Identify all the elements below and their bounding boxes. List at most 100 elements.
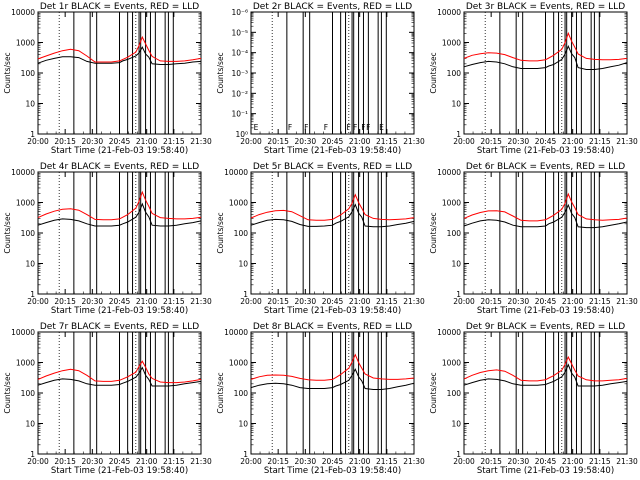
x-tick-label: 20:30 [295, 137, 317, 146]
panel-9: Det 9r BLACK = Events, RED = LLD Counts/s… [429, 322, 638, 476]
y-tick-label: 10⁻² [231, 89, 248, 98]
x-tick-label: 21:15 [163, 137, 185, 146]
y-tick-label: 100 [21, 229, 36, 238]
y-tick-label: 10⁰ [235, 130, 248, 139]
panel-title: Det 4r BLACK = Events, RED = LLD [40, 162, 199, 172]
y-axis-label: Counts/sec [216, 212, 225, 253]
flag-label: F [324, 123, 328, 132]
panel-title: Det 3r BLACK = Events, RED = LLD [466, 2, 625, 12]
x-tick-label: 20:00 [240, 297, 262, 306]
y-axis-label: Counts/sec [3, 52, 12, 93]
y-tick-label: 100 [21, 69, 36, 78]
events-series-line [37, 366, 202, 387]
y-tick-label: 100 [447, 229, 462, 238]
y-tick-label: 10000 [224, 328, 248, 337]
panel-title: Det 9r BLACK = Events, RED = LLD [466, 322, 625, 332]
y-tick-label: 10⁻⁶ [231, 8, 248, 17]
y-axis-label: Counts/sec [216, 372, 225, 413]
y-tick-label: 10⁻³ [231, 69, 248, 78]
flag-label: F [353, 123, 357, 132]
y-axis-label: Counts/sec [429, 372, 438, 413]
x-tick-label: 21:30 [190, 297, 212, 306]
x-tick-label: 21:15 [589, 457, 611, 466]
x-tick-label: 20:00 [453, 457, 475, 466]
y-tick-label: 100 [447, 69, 462, 78]
y-tick-label: 1000 [442, 199, 461, 208]
events-series-line [37, 46, 202, 65]
flag-label: E [379, 123, 384, 132]
panel-7: Det 7r BLACK = Events, RED = LLD Counts/s… [3, 322, 212, 476]
y-tick-label: 10 [451, 100, 461, 109]
panel-title: Det 1r BLACK = Events, RED = LLD [40, 2, 199, 12]
flag-label: F [361, 123, 365, 132]
y-tick-label: 10 [238, 260, 248, 269]
x-axis-label: Start Time (21-Feb-03 19:58:40) [264, 466, 401, 476]
y-tick-label: 10 [451, 420, 461, 429]
x-tick-label: 20:45 [109, 137, 131, 146]
y-tick-label: 10⁻⁴ [231, 49, 248, 58]
x-tick-label: 20:30 [508, 297, 530, 306]
x-tick-label: 20:45 [322, 137, 344, 146]
x-tick-label: 21:30 [403, 297, 425, 306]
x-tick-label: 20:45 [535, 137, 557, 146]
x-tick-label: 21:30 [616, 137, 638, 146]
x-axis-label: Start Time (21-Feb-03 19:58:40) [477, 466, 614, 476]
x-tick-label: 20:15 [54, 457, 76, 466]
x-tick-label: 21:15 [589, 297, 611, 306]
x-tick-label: 20:15 [267, 297, 289, 306]
x-tick-label: 21:30 [190, 457, 212, 466]
events-series-line [463, 203, 628, 229]
y-tick-label: 1 [456, 450, 461, 459]
y-tick-label: 1 [243, 450, 248, 459]
y-tick-label: 100 [447, 389, 462, 398]
lld-series-line [250, 193, 415, 221]
x-tick-label: 21:15 [589, 137, 611, 146]
y-tick-label: 1000 [442, 39, 461, 48]
y-tick-label: 10 [238, 420, 248, 429]
x-tick-label: 20:45 [535, 297, 557, 306]
y-tick-label: 100 [234, 389, 249, 398]
x-tick-label: 20:45 [535, 457, 557, 466]
x-tick-label: 20:00 [27, 457, 49, 466]
x-tick-label: 20:00 [453, 297, 475, 306]
x-tick-label: 20:00 [240, 457, 262, 466]
panel-title: Det 6r BLACK = Events, RED = LLD [466, 162, 625, 172]
lld-series-line [463, 355, 628, 382]
x-tick-label: 21:30 [403, 137, 425, 146]
x-tick-label: 21:30 [616, 297, 638, 306]
events-series-line [250, 368, 415, 390]
panel-title: Det 8r BLACK = Events, RED = LLD [253, 322, 412, 332]
x-tick-label: 20:30 [508, 457, 530, 466]
y-tick-label: 10 [25, 260, 35, 269]
events-series-line [463, 45, 628, 70]
x-tick-label: 21:00 [136, 457, 158, 466]
x-tick-label: 21:15 [163, 457, 185, 466]
y-tick-label: 1000 [229, 359, 248, 368]
panel-title: Det 2r BLACK = Events, RED = LLD [253, 2, 412, 12]
events-series-line [250, 203, 415, 228]
x-tick-label: 21:30 [403, 457, 425, 466]
events-series-line [463, 363, 628, 387]
y-tick-label: 1 [243, 290, 248, 299]
x-tick-label: 21:00 [562, 137, 584, 146]
x-tick-label: 20:00 [240, 137, 262, 146]
y-tick-label: 10 [25, 420, 35, 429]
flag-label: E [254, 123, 259, 132]
x-tick-label: 20:15 [267, 457, 289, 466]
y-tick-label: 100 [234, 229, 249, 238]
panel-8: Det 8r BLACK = Events, RED = LLD Counts/s… [216, 322, 425, 476]
y-tick-label: 10 [451, 260, 461, 269]
x-tick-label: 20:00 [453, 137, 475, 146]
x-tick-label: 20:15 [480, 297, 502, 306]
x-axis-label: Start Time (21-Feb-03 19:58:40) [51, 306, 188, 316]
x-tick-label: 21:00 [562, 457, 584, 466]
y-tick-label: 10000 [11, 8, 35, 17]
x-tick-label: 20:30 [508, 137, 530, 146]
y-tick-label: 1 [456, 130, 461, 139]
panel-title: Det 7r BLACK = Events, RED = LLD [40, 322, 199, 332]
y-axis-label: Counts/sec [3, 372, 12, 413]
flag-label: F [347, 123, 351, 132]
y-tick-label: 10000 [11, 168, 35, 177]
x-tick-label: 20:00 [27, 137, 49, 146]
